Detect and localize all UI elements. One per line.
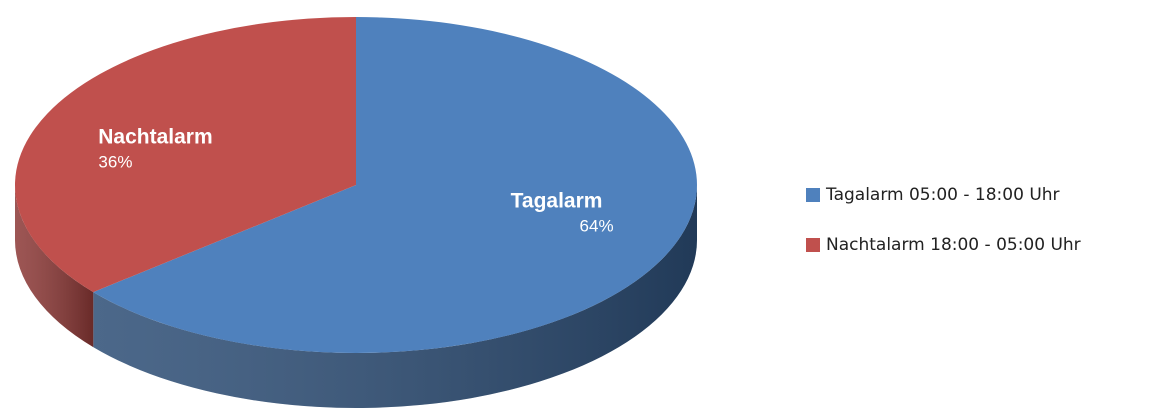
slice-value-label: 36%	[98, 152, 132, 171]
legend-swatch	[806, 188, 820, 202]
legend-swatch	[806, 238, 820, 252]
slice	[14, 16, 356, 293]
slice	[93, 17, 697, 353]
legend-label: Tagalarm 05:00 - 18:00 Uhr	[825, 185, 1060, 205]
slice-side-shade	[15, 185, 94, 348]
slice-label: Nachtalarm	[98, 125, 212, 148]
slice-value-label: 64%	[580, 217, 614, 236]
slice-label: Tagalarm	[511, 190, 603, 213]
slice-side-shade	[93, 185, 697, 408]
legend-label: Nachtalarm 18:00 - 05:00 Uhr	[826, 235, 1081, 255]
